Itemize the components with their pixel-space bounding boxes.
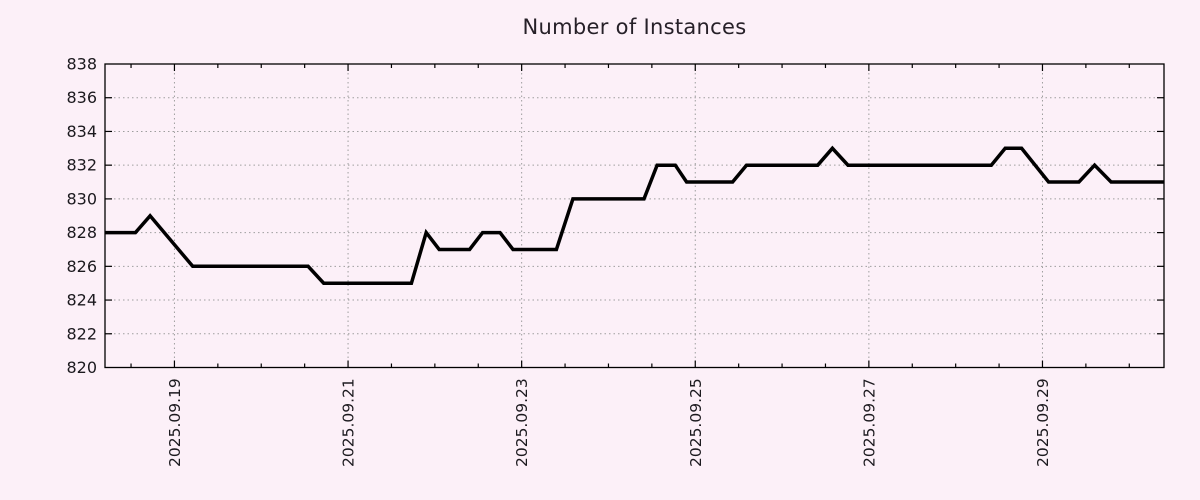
y-tick-label: 838 [66, 55, 97, 74]
series-line [105, 145, 1164, 285]
y-tick-label: 830 [66, 189, 97, 208]
y-tick-label: 834 [66, 122, 97, 141]
x-tick-label: 2025.09.29 [1034, 378, 1052, 467]
x-tick-label: 2025.09.23 [513, 378, 531, 467]
chart-title: Number of Instances [522, 15, 747, 39]
y-tick-label: 820 [66, 358, 97, 377]
y-tick-label: 826 [66, 257, 97, 276]
y-tick-label: 824 [66, 291, 97, 310]
x-tick-label: 2025.09.27 [860, 378, 878, 467]
x-tick-label: 2025.09.19 [166, 378, 184, 467]
plot-border [104, 63, 1165, 369]
x-tick-label: 2025.09.25 [687, 378, 705, 467]
y-tick-label: 828 [66, 223, 97, 242]
y-tick-label: 836 [66, 88, 97, 107]
y-tick-label: 822 [66, 324, 97, 343]
x-tick-label: 2025.09.21 [340, 378, 358, 467]
y-tick-label: 832 [66, 156, 97, 175]
